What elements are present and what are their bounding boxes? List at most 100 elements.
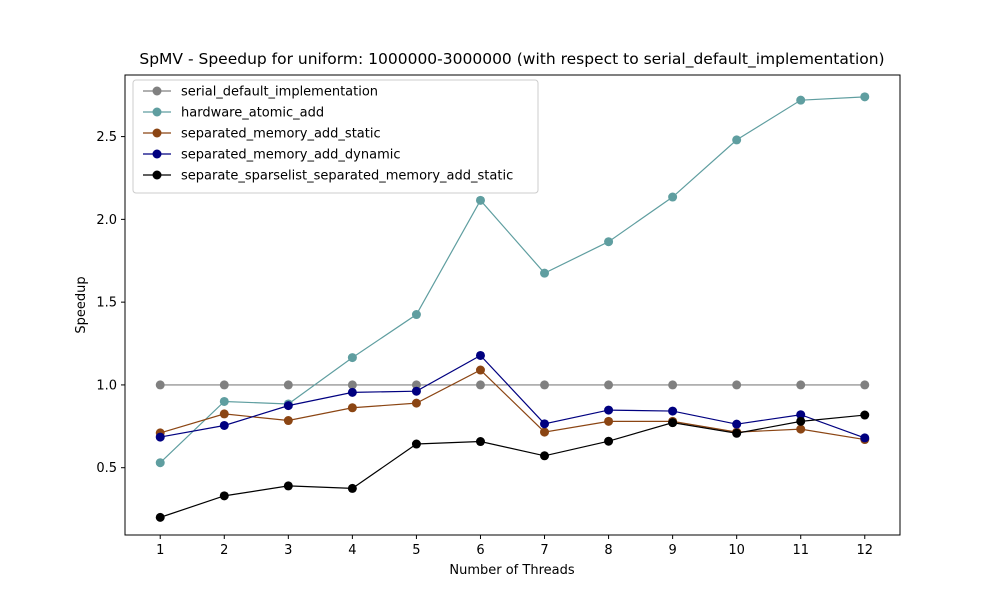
legend-entry-separated_memory_add_dynamic: separated_memory_add_dynamic (143, 148, 401, 163)
x-tick-label: 5 (412, 543, 420, 558)
data-point-separate_sparselist_separated_memory_add_static-5 (411, 439, 421, 449)
axes-frame (124, 74, 901, 536)
data-point-separated_memory_add_dynamic-1 (155, 432, 165, 442)
data-point-hardware_atomic_add-9 (668, 192, 678, 202)
data-point-separate_sparselist_separated_memory_add_static-9 (668, 418, 678, 428)
data-point-separated_memory_add_dynamic-5 (411, 386, 421, 396)
data-point-separated_memory_add_dynamic-2 (219, 420, 229, 430)
data-point-hardware_atomic_add-7 (540, 268, 550, 278)
legend-label: hardware_atomic_add (181, 106, 324, 121)
data-point-hardware_atomic_add-11 (796, 95, 806, 105)
data-point-separated_memory_add_static-11 (796, 424, 806, 434)
y-axis-title: Speedup (74, 276, 89, 333)
legend-entry-separated_memory_add_static: separated_memory_add_static (143, 127, 381, 142)
series-separated_memory_add_dynamic (155, 350, 870, 443)
legend-label: serial_default_implementation (181, 85, 378, 100)
data-point-separate_sparselist_separated_memory_add_static-6 (475, 437, 485, 447)
data-point-separate_sparselist_separated_memory_add_static-11 (796, 416, 806, 426)
data-point-separated_memory_add_static-5 (411, 398, 421, 408)
data-point-separated_memory_add_dynamic-10 (732, 419, 742, 429)
data-point-separate_sparselist_separated_memory_add_static-10 (732, 428, 742, 438)
data-point-serial_default_implementation-4 (347, 380, 357, 390)
x-tick-label: 2 (220, 543, 228, 558)
y-tick-label: 1.5 (96, 296, 117, 311)
data-point-separate_sparselist_separated_memory_add_static-1 (155, 512, 165, 522)
y-tick-label: 2.0 (96, 213, 117, 228)
data-point-separated_memory_add_dynamic-7 (540, 419, 550, 429)
data-point-serial_default_implementation-5 (411, 380, 421, 390)
data-point-hardware_atomic_add-4 (347, 353, 357, 363)
legend-marker (152, 107, 162, 117)
x-tick-label: 10 (728, 543, 745, 558)
data-point-hardware_atomic_add-5 (411, 310, 421, 320)
data-point-separated_memory_add_dynamic-8 (604, 405, 614, 415)
legend-label: separated_memory_add_dynamic (181, 148, 401, 163)
data-point-separated_memory_add_dynamic-11 (796, 410, 806, 420)
data-point-serial_default_implementation-2 (219, 380, 229, 390)
legend-marker (152, 170, 162, 180)
series-separate_sparselist_separated_memory_add_static (155, 410, 870, 522)
x-tick-label: 8 (604, 543, 612, 558)
data-point-separated_memory_add_static-3 (283, 416, 293, 426)
data-point-hardware_atomic_add-10 (732, 135, 742, 145)
data-point-serial_default_implementation-11 (796, 380, 806, 390)
data-point-separate_sparselist_separated_memory_add_static-3 (283, 481, 293, 491)
x-tick-label: 12 (856, 543, 873, 558)
series-line-separate_sparselist_separated_memory_add_static (160, 414, 865, 518)
data-point-serial_default_implementation-8 (604, 380, 614, 390)
legend-label: separate_sparselist_separated_memory_add… (181, 169, 513, 184)
legend: serial_default_implementation hardware_at… (132, 79, 539, 194)
data-point-separate_sparselist_separated_memory_add_static-4 (347, 483, 357, 493)
legend-entry-separate_sparselist_separated_memory_add_static: separate_sparselist_separated_memory_add… (143, 169, 513, 184)
data-point-hardware_atomic_add-6 (475, 195, 485, 205)
legend-marker (152, 128, 162, 138)
data-point-serial_default_implementation-7 (540, 380, 550, 390)
data-point-separated_memory_add_dynamic-9 (668, 406, 678, 416)
legend-entry-hardware_atomic_add: hardware_atomic_add (143, 106, 324, 121)
chart-title: SpMV - Speedup for uniform: 1000000-3000… (139, 50, 884, 69)
x-tick-label: 4 (348, 543, 356, 558)
data-point-serial_default_implementation-9 (668, 380, 678, 390)
series-line-hardware_atomic_add (159, 96, 865, 464)
data-point-serial_default_implementation-12 (860, 380, 870, 390)
data-point-separated_memory_add_dynamic-4 (347, 387, 357, 397)
data-point-separated_memory_add_dynamic-3 (283, 401, 293, 411)
x-tick-label: 7 (540, 543, 548, 558)
data-point-separated_memory_add_static-2 (219, 409, 229, 419)
data-point-hardware_atomic_add-1 (155, 458, 165, 468)
data-point-serial_default_implementation-6 (475, 380, 485, 390)
x-tick-label: 3 (284, 543, 292, 558)
legend-box (132, 79, 539, 194)
series-hardware_atomic_add (155, 92, 870, 468)
y-tick-label: 2.5 (96, 130, 117, 145)
data-point-hardware_atomic_add-8 (604, 237, 614, 247)
x-tick-label: 9 (668, 543, 676, 558)
data-point-separated_memory_add_dynamic-6 (475, 350, 485, 360)
data-point-separate_sparselist_separated_memory_add_static-2 (219, 491, 229, 501)
x-tick-label: 6 (476, 543, 484, 558)
data-point-separated_memory_add_static-8 (604, 416, 614, 426)
data-point-separated_memory_add_static-4 (347, 403, 357, 413)
plot-area: 1 2 3 4 5 6 7 8 9 10 11 120.51.01.52.02.5 (96, 74, 901, 558)
legend-entry-serial_default_implementation: serial_default_implementation (143, 85, 378, 100)
data-point-separated_memory_add_static-7 (540, 427, 550, 437)
legend-marker (152, 149, 162, 159)
data-point-hardware_atomic_add-12 (860, 92, 870, 102)
legend-marker (152, 86, 162, 96)
x-axis-title: Number of Threads (449, 563, 574, 578)
data-point-separate_sparselist_separated_memory_add_static-7 (540, 451, 550, 461)
data-point-serial_default_implementation-3 (283, 380, 293, 390)
series-line-separated_memory_add_dynamic (160, 354, 865, 439)
series-serial_default_implementation (155, 380, 870, 390)
data-point-separate_sparselist_separated_memory_add_static-12 (860, 410, 870, 420)
x-tick-label: 1 (156, 543, 164, 558)
data-point-hardware_atomic_add-2 (219, 396, 229, 406)
data-point-separate_sparselist_separated_memory_add_static-8 (604, 436, 614, 446)
data-point-serial_default_implementation-1 (155, 380, 165, 390)
legend-label: separated_memory_add_static (181, 127, 381, 142)
data-point-separated_memory_add_dynamic-12 (860, 433, 870, 443)
data-point-serial_default_implementation-10 (732, 380, 742, 390)
data-point-separated_memory_add_static-6 (475, 365, 485, 375)
